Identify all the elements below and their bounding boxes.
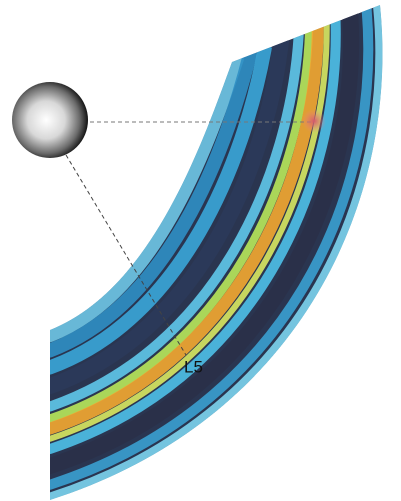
field-stripe (50, 5, 313, 428)
hot-spot (302, 109, 326, 133)
field-stripe (50, 5, 304, 417)
field-stripe (50, 5, 324, 440)
field-stripe (50, 5, 360, 479)
field-stripe (50, 5, 330, 447)
field-stripe (50, 5, 374, 495)
sphere (12, 82, 88, 158)
channel-field (50, 5, 383, 500)
guide-line (65, 154, 187, 356)
field-stripe (50, 5, 290, 399)
field-stripe (50, 5, 383, 500)
field-stripe (50, 17, 244, 347)
field-stripe (50, 6, 272, 380)
field-stripe (50, 5, 341, 459)
field-stripe (50, 12, 258, 363)
marker-label: L5 (184, 357, 203, 376)
field-stripes (50, 5, 383, 500)
